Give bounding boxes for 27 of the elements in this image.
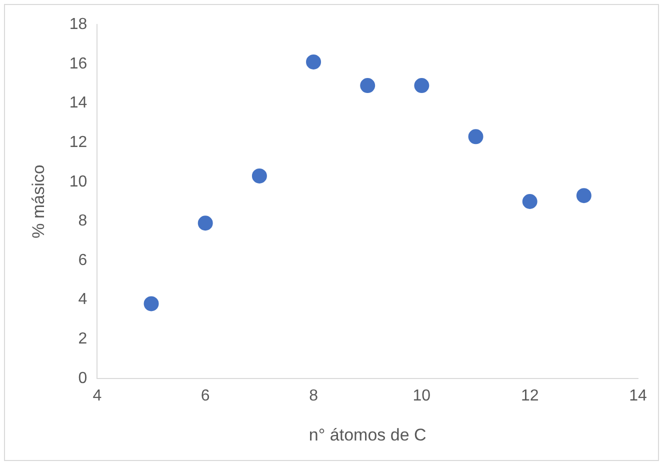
x-tick-label: 6 <box>200 387 210 404</box>
x-axis-title: n° átomos de C <box>308 425 426 444</box>
y-tick-label: 10 <box>69 173 88 190</box>
point <box>576 188 592 204</box>
y-tick-label: 18 <box>69 16 88 34</box>
x-tick-label: 12 <box>520 387 539 404</box>
y-tick-label: 4 <box>78 291 88 308</box>
y-tick-label: 12 <box>69 134 88 151</box>
point <box>144 296 159 312</box>
point <box>468 129 484 144</box>
x-tick-label: 10 <box>412 387 431 404</box>
y-tick-label: 6 <box>78 252 88 269</box>
x-tick-label: 4 <box>92 387 102 404</box>
point <box>198 216 213 231</box>
point <box>306 54 322 70</box>
point <box>522 194 538 209</box>
y-axis-title: % másico <box>28 164 48 238</box>
x-tick-label: 14 <box>629 387 647 404</box>
point <box>252 168 267 184</box>
x-tick-label: 8 <box>309 387 318 404</box>
y-tick-label: 0 <box>78 370 88 387</box>
y-tick-label: 14 <box>69 94 88 112</box>
point <box>414 78 430 94</box>
y-tick-label: 16 <box>69 55 88 72</box>
point <box>360 78 376 94</box>
y-tick-label: 8 <box>78 212 88 230</box>
y-tick-label: 2 <box>78 330 88 348</box>
